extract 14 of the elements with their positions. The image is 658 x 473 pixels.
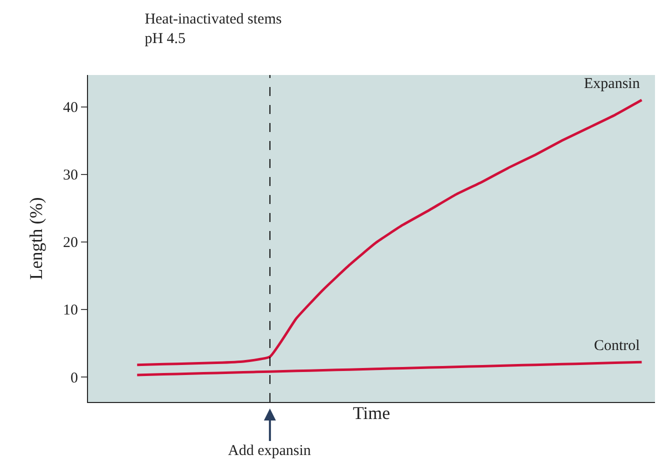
x-axis-title: Time	[352, 403, 390, 424]
chart-subtitle: pH 4.5	[144, 31, 186, 48]
series-label: Expansin	[584, 76, 640, 92]
y-tick-label: 20	[63, 235, 78, 252]
line-series	[136, 360, 643, 376]
y-tick-label: 0	[70, 370, 78, 386]
y-tick-label: 30	[63, 168, 78, 184]
text: Add expansin	[228, 443, 312, 459]
line-series	[136, 98, 643, 366]
y-tick-label: 10	[63, 302, 78, 319]
y-tick-label: 40	[63, 100, 78, 116]
y-axis-title: Length (%)	[26, 197, 46, 280]
series-label: Control	[594, 338, 640, 354]
chart-title: Heat-inactivated stems	[144, 12, 282, 28]
